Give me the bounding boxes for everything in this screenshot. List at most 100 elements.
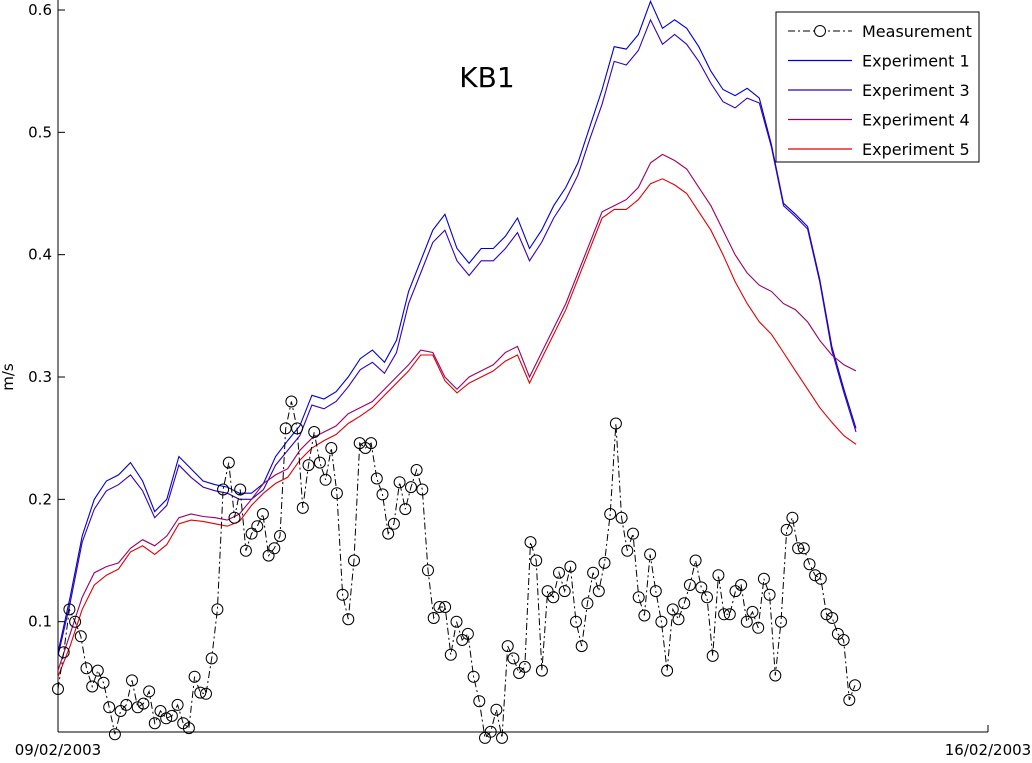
measurement-point <box>405 481 417 494</box>
measurement-point <box>564 560 577 573</box>
measurement-point <box>427 612 440 624</box>
measurement-point <box>143 685 156 698</box>
measurement-point <box>524 536 537 549</box>
measurement-point <box>723 608 736 621</box>
measurement-point <box>393 476 406 489</box>
measurement-point <box>256 508 269 520</box>
measurement-point <box>285 395 298 408</box>
measurement-point <box>769 669 782 682</box>
measurement-point <box>188 670 201 683</box>
measurement-point <box>239 544 252 557</box>
measurement-point <box>171 698 184 711</box>
measurement-point <box>553 566 565 579</box>
measurement-point <box>683 579 696 591</box>
measurement-point <box>376 488 389 501</box>
measurement-point <box>473 695 486 708</box>
measurement-point <box>387 517 400 530</box>
measurement-point <box>370 472 383 485</box>
measurement-point <box>86 680 99 693</box>
measurement-point <box>291 422 304 435</box>
measurement-point <box>97 676 110 689</box>
measurement-point <box>467 670 480 683</box>
measurement-point <box>308 426 321 438</box>
measurement-point <box>80 662 93 675</box>
measurement-point <box>319 473 332 486</box>
measurement-point <box>792 542 805 555</box>
measurement-point <box>182 722 195 735</box>
measurement-point <box>763 588 776 601</box>
legend-label: Experiment 3 <box>862 81 970 100</box>
measurement-point <box>268 542 281 555</box>
measurement-layer <box>52 395 861 744</box>
measurement-point <box>228 511 241 524</box>
measurement-point <box>604 508 617 520</box>
measurement-point <box>313 456 326 469</box>
measurement-point <box>325 442 338 454</box>
measurement-point <box>91 664 104 677</box>
measurement-point <box>74 630 87 643</box>
measurement-point <box>581 597 594 610</box>
measurement-point <box>461 627 474 640</box>
measurement-point <box>410 464 423 476</box>
measurement-point <box>507 652 520 665</box>
measurement-point <box>530 554 543 567</box>
series-line-experiment-3 <box>57 18 857 657</box>
measurement-line <box>57 401 856 739</box>
measurement-point <box>490 703 503 716</box>
measurement-point <box>666 603 679 616</box>
measurement-point <box>843 694 856 706</box>
measurement-point <box>558 585 571 598</box>
measurement-point <box>63 603 76 616</box>
measurement-point <box>518 660 531 673</box>
measurement-point <box>57 646 70 659</box>
y-tick-label: 0.6 <box>28 1 52 19</box>
measurement-point <box>570 615 582 628</box>
measurement-point <box>296 501 309 514</box>
measurement-point <box>740 615 753 628</box>
measurement-point <box>837 634 850 646</box>
measurement-point <box>826 612 839 624</box>
y-tick-label: 0.1 <box>28 613 52 631</box>
measurement-point <box>615 511 628 524</box>
measurement-point <box>575 640 588 653</box>
measurement-point <box>342 613 355 626</box>
measurement-point <box>803 558 816 571</box>
y-tick-label: 0.5 <box>28 123 52 141</box>
measurement-point <box>632 591 645 604</box>
series-line-experiment-5 <box>57 178 857 677</box>
measurement-point <box>587 566 600 579</box>
measurement-point <box>706 649 719 662</box>
measurement-point <box>52 683 64 695</box>
measurement-point <box>649 585 662 598</box>
measurement-point <box>69 615 82 628</box>
legend-marker <box>814 25 826 37</box>
x-tick-label: 09/02/2003 <box>15 741 101 759</box>
legend-box <box>775 11 980 163</box>
measurement-point <box>330 487 343 500</box>
measurement-point <box>365 437 378 450</box>
measurement-point <box>609 417 622 430</box>
measurement-point <box>194 686 207 699</box>
chart-title: KB1 <box>459 61 514 94</box>
measurement-point <box>399 503 412 516</box>
measurement-point <box>786 511 799 524</box>
measurement-point <box>222 456 235 469</box>
y-axis-label: m/s <box>0 363 17 391</box>
measurement-point <box>695 581 708 594</box>
measurement-point <box>422 564 434 577</box>
measurement-point <box>137 697 150 710</box>
measurement-point <box>678 597 691 610</box>
measurement-point <box>120 698 133 711</box>
measurement-point <box>621 544 634 557</box>
measurement-point <box>274 530 286 542</box>
measurement-point <box>627 527 639 540</box>
y-tick-label: 0.4 <box>28 246 52 264</box>
measurement-point <box>245 527 258 540</box>
measurement-point <box>775 615 787 628</box>
measurement-point <box>655 615 668 628</box>
measurement-point <box>444 648 457 661</box>
axes: 0.1 0.2 0.3 0.4 0.5 0.6 09/02/2003 16/02/2003 <box>15 0 1031 759</box>
measurement-point <box>809 569 822 582</box>
measurement-point <box>205 652 218 665</box>
